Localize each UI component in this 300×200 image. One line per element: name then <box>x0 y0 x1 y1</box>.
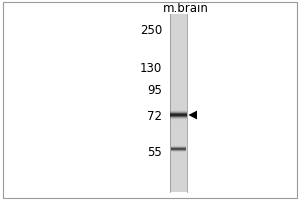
Bar <box>170 23 187 26</box>
Bar <box>170 130 187 133</box>
Bar <box>170 88 187 91</box>
Bar <box>170 177 187 180</box>
Bar <box>170 79 187 82</box>
Bar <box>170 112 187 115</box>
Text: 95: 95 <box>147 84 162 97</box>
Bar <box>170 121 187 124</box>
Bar <box>170 32 187 35</box>
Bar <box>170 115 187 116</box>
Bar <box>170 50 187 53</box>
Bar <box>170 118 187 121</box>
Bar <box>170 67 187 70</box>
Bar <box>170 139 187 142</box>
Bar <box>170 41 187 44</box>
Bar <box>170 119 187 120</box>
Bar <box>170 114 187 115</box>
Bar <box>170 44 187 47</box>
Bar <box>170 127 187 130</box>
Bar <box>170 14 187 17</box>
Bar <box>170 113 187 114</box>
Bar <box>170 56 187 58</box>
Bar <box>170 103 187 106</box>
Bar <box>170 153 187 156</box>
Bar <box>170 20 187 23</box>
Bar <box>170 186 187 189</box>
Bar <box>170 110 187 111</box>
Bar <box>170 109 187 112</box>
Bar <box>170 171 187 174</box>
Bar <box>170 159 187 162</box>
Bar <box>170 150 187 153</box>
Bar <box>170 111 187 112</box>
Bar <box>170 106 187 109</box>
Bar <box>170 73 187 76</box>
Bar <box>170 165 187 168</box>
Bar <box>170 142 187 145</box>
Bar <box>170 35 187 38</box>
Bar <box>170 17 187 20</box>
Bar <box>170 29 187 32</box>
Bar <box>170 64 187 67</box>
Polygon shape <box>188 111 197 119</box>
Text: m.brain: m.brain <box>163 2 209 16</box>
Bar <box>170 189 187 192</box>
Text: 72: 72 <box>147 110 162 123</box>
Bar <box>170 162 187 165</box>
Bar <box>170 100 187 103</box>
Text: 250: 250 <box>140 24 162 38</box>
Bar <box>170 94 187 97</box>
Text: 130: 130 <box>140 62 162 75</box>
Bar <box>170 70 187 73</box>
Bar <box>170 145 187 148</box>
Bar <box>170 183 187 186</box>
Text: 55: 55 <box>147 146 162 160</box>
Bar <box>170 112 187 113</box>
Bar <box>170 168 187 171</box>
Bar <box>170 53 187 56</box>
Bar <box>170 58 187 61</box>
Bar <box>170 97 187 100</box>
Bar <box>170 47 187 50</box>
Bar <box>170 61 187 64</box>
Bar <box>170 174 187 177</box>
Bar <box>170 91 187 94</box>
Bar <box>170 76 187 79</box>
Bar <box>170 117 187 118</box>
Bar <box>170 26 187 29</box>
Bar <box>170 133 187 136</box>
Bar <box>170 116 187 117</box>
Bar <box>170 136 187 139</box>
Bar <box>170 85 187 88</box>
Bar <box>170 180 187 183</box>
Bar <box>170 124 187 127</box>
Bar <box>170 118 187 119</box>
Bar <box>170 82 187 85</box>
Bar <box>170 156 187 159</box>
Bar <box>170 38 187 41</box>
Bar <box>170 148 187 150</box>
Bar <box>170 115 187 118</box>
